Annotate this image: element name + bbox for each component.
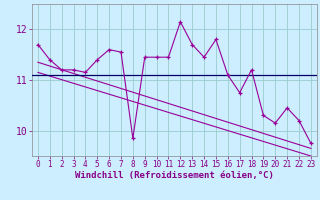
X-axis label: Windchill (Refroidissement éolien,°C): Windchill (Refroidissement éolien,°C) (75, 171, 274, 180)
